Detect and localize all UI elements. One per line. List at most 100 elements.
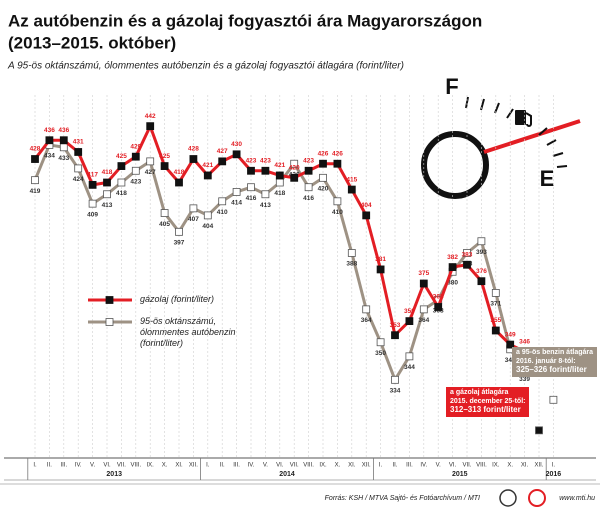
data-label: 344 [404,364,415,371]
annotation-line: 2015. december 25-től: [450,397,526,405]
data-label: 355 [490,317,501,324]
annotation-point [535,426,543,435]
data-point [477,237,486,246]
data-point [160,162,169,170]
data-label: 405 [159,221,170,228]
x-tick-label: VII. [117,463,126,469]
data-point [131,152,140,161]
gauge-full: F [445,74,458,99]
data-label: 410 [217,209,228,216]
data-point [463,249,471,257]
data-label: 364 [361,317,372,324]
annotation-line: a 95-ös benzin átlagára [516,349,594,356]
data-point [117,178,126,187]
x-tick-label: X. [507,463,513,469]
data-label: 365 [433,294,444,301]
year-label: 2015 [452,471,468,478]
data-label: 423 [303,157,314,164]
gauge-scale [465,96,568,168]
data-label: 334 [390,388,401,395]
x-tick-label: I. [379,463,383,469]
annotation-point [549,395,558,404]
x-tick-label: VI. [449,463,457,469]
data-label: 421 [202,162,213,169]
data-point [103,178,111,187]
data-point [290,173,299,182]
data-point [175,178,183,187]
x-tick-label: III. [406,463,413,469]
pump-icon [515,110,526,125]
data-point [203,211,212,220]
x-tick-label: IX. [492,463,500,469]
data-point [319,173,327,182]
data-point [160,209,169,217]
data-label: 393 [476,249,487,256]
data-point [117,162,126,170]
data-point [333,159,342,168]
data-point [146,157,155,166]
logo-mti [528,489,546,507]
data-point [362,305,371,314]
data-label: 418 [102,169,113,176]
legend-swatch-marker [105,296,114,304]
pump-hose [525,112,532,127]
data-label: 417 [87,172,98,179]
data-point [74,148,83,156]
data-label: 409 [87,211,98,218]
data-point [131,166,140,175]
data-point [31,176,39,185]
data-point [391,331,399,340]
data-point [419,279,428,288]
data-point [74,164,83,173]
x-tick-label: XI. [348,463,356,469]
data-point [491,289,500,297]
data-label: 407 [188,216,199,223]
data-point [463,260,471,269]
x-tick-label: VI. [276,463,284,469]
fuel-gauge: F E [421,74,581,199]
x-tick-label: IX. [147,463,155,469]
annotation-line: 325–326 forint/liter [516,365,587,374]
data-point [491,326,500,335]
grid [34,95,554,458]
data-label: 397 [174,240,185,247]
year-label: 2016 [546,471,562,478]
data-label: 426 [318,150,329,157]
x-tick-label: VII. [462,463,471,469]
x-tick-label: XII. [362,463,371,469]
data-point [218,197,227,206]
data-point [31,155,39,163]
data-label: 436 [44,127,55,134]
data-label: 413 [102,202,113,209]
data-point [59,136,68,145]
data-point [88,199,97,208]
data-point [59,143,68,152]
data-point [146,122,155,131]
year-label: 2013 [106,471,122,478]
data-label: 375 [418,270,429,277]
annotation-box: a 95-ös benzin átlagára 2016. január 8-tó… [512,347,598,377]
data-label: 423 [246,157,257,164]
annotation-line: a gázolaj átlagára [450,389,509,396]
source: Forrás: KSH / MTVA Sajtó- és Fotóarchívu… [325,495,480,502]
data-point [477,277,486,286]
annotation-line: 312–313 forint/liter [450,405,521,414]
data-label: 427 [217,148,228,155]
data-point [405,352,414,361]
data-label: 382 [447,254,458,261]
data-label: 416 [303,195,314,202]
data-label: 433 [58,155,69,162]
year-label: 2014 [279,471,295,478]
x-tick-label: XI. [521,463,529,469]
data-point [362,211,371,220]
data-label: 423 [130,178,141,185]
data-label: 353 [390,322,401,329]
x-tick-label: II. [220,463,225,469]
data-label: 424 [73,176,84,183]
x-tick-label: III. [233,463,240,469]
data-point [448,263,457,271]
x-tick-label: I. [552,463,556,469]
data-point [261,166,270,175]
